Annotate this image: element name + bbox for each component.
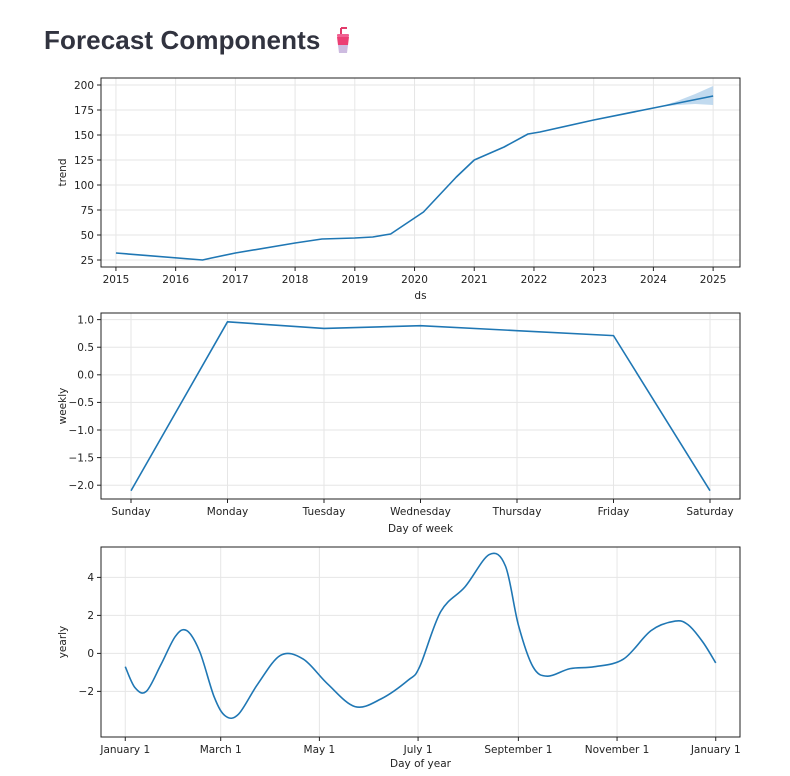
chart-panel-weekly: Sunday Monday Tuesday Wednesday Thursday Frid… xyxy=(57,312,741,535)
x-tick-label: 2016 xyxy=(162,274,189,286)
x-tick-label: 2022 xyxy=(521,274,548,286)
y-tick-label: 0 xyxy=(87,648,94,660)
y-tick-label: −2.0 xyxy=(69,480,95,492)
y-tick-label: 0.5 xyxy=(77,342,94,354)
x-tick-label: 2024 xyxy=(640,274,667,286)
y-tick-label: −2 xyxy=(79,686,94,698)
x-tick-label: Wednesday xyxy=(390,506,451,518)
series-line-weekly xyxy=(130,321,711,492)
y-tick-label: 125 xyxy=(74,155,94,167)
x-tick-label: Sunday xyxy=(111,506,150,518)
y-tick-label: 1.0 xyxy=(77,314,94,326)
x-tick-label: July 1 xyxy=(403,744,433,756)
x-axis-label: Day of week xyxy=(388,523,454,535)
x-tick-label: 2019 xyxy=(341,274,368,286)
y-tick-label: −1.0 xyxy=(69,425,95,437)
y-tick-label: 200 xyxy=(74,80,94,92)
y-tick-label: 50 xyxy=(81,230,94,242)
x-tick-label: 2015 xyxy=(103,274,130,286)
axes-frame xyxy=(100,546,741,738)
x-tick-label: 2020 xyxy=(401,274,428,286)
x-tick-label: 2023 xyxy=(580,274,607,286)
x-tick-label: 2025 xyxy=(700,274,727,286)
y-axis-label: yearly xyxy=(57,626,69,659)
x-tick-label: January 1 xyxy=(690,744,741,756)
y-tick-label: 75 xyxy=(81,205,94,217)
x-tick-label: September 1 xyxy=(484,744,552,756)
series-line-trend xyxy=(115,95,714,261)
y-tick-label: 2 xyxy=(87,610,94,622)
y-tick-label: 150 xyxy=(74,130,94,142)
y-tick-label: 25 xyxy=(81,255,94,267)
page-header: Forecast Components xyxy=(44,20,352,60)
x-tick-label: Friday xyxy=(598,506,630,518)
x-tick-label: Monday xyxy=(207,506,248,518)
x-axis-label: ds xyxy=(414,290,426,302)
y-axis-label: weekly xyxy=(57,388,69,425)
page-title: Forecast Components xyxy=(44,24,321,55)
x-tick-label: Tuesday xyxy=(302,506,346,518)
drink-cup-icon xyxy=(334,25,352,55)
chart-panel-yearly: January 1 March 1 May 1 July 1 September 1 No… xyxy=(57,546,741,770)
uncertainty-band xyxy=(659,86,714,107)
y-tick-label: 0.0 xyxy=(77,370,94,382)
chart-panel-trend: 2015 2016 2017 2018 2019 2020 2021 2022 2023 2024… xyxy=(57,77,741,302)
y-axis-label: trend xyxy=(57,159,69,187)
y-tick-label: 175 xyxy=(74,105,94,117)
series-line-yearly xyxy=(124,552,717,720)
x-tick-label: 2021 xyxy=(461,274,488,286)
x-tick-label: Saturday xyxy=(686,506,733,518)
y-tick-label: 100 xyxy=(74,180,94,192)
x-axis-label: Day of year xyxy=(390,758,452,770)
axes-frame xyxy=(100,77,741,268)
x-tick-label: Thursday xyxy=(492,506,542,518)
x-tick-label: May 1 xyxy=(304,744,336,756)
x-tick-label: 2017 xyxy=(222,274,249,286)
y-tick-label: −1.5 xyxy=(69,452,95,464)
y-tick-label: 4 xyxy=(87,572,94,584)
y-tick-label: −0.5 xyxy=(69,397,95,409)
x-tick-label: November 1 xyxy=(585,744,650,756)
x-tick-label: March 1 xyxy=(200,744,242,756)
x-tick-label: January 1 xyxy=(99,744,150,756)
x-tick-label: 2018 xyxy=(282,274,309,286)
